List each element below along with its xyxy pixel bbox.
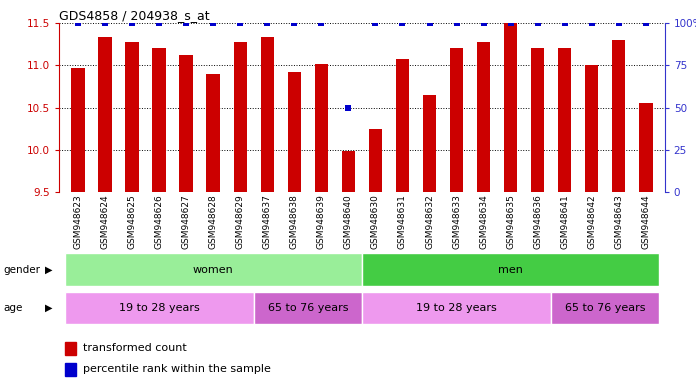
Point	[181, 20, 192, 26]
Point	[586, 20, 597, 26]
Point	[316, 20, 327, 26]
Bar	[125, 41, 139, 192]
Bar	[315, 64, 328, 192]
Text: 65 to 76 years: 65 to 76 years	[267, 303, 348, 313]
Text: GSM948630: GSM948630	[371, 195, 380, 250]
Bar	[558, 48, 571, 192]
Text: percentile rank within the sample: percentile rank within the sample	[84, 364, 271, 374]
Bar	[362, 292, 551, 324]
Bar	[287, 72, 301, 192]
Text: GSM948623: GSM948623	[74, 195, 83, 249]
Text: GSM948644: GSM948644	[641, 195, 650, 249]
Text: 19 to 28 years: 19 to 28 years	[416, 303, 497, 313]
Point	[532, 20, 543, 26]
Point	[207, 20, 219, 26]
Bar	[207, 74, 220, 192]
Text: GSM948638: GSM948638	[290, 195, 299, 250]
Point	[154, 20, 165, 26]
Text: GSM948641: GSM948641	[560, 195, 569, 249]
Text: GSM948634: GSM948634	[479, 195, 488, 249]
Bar	[98, 37, 112, 192]
Bar	[639, 103, 653, 192]
Text: 19 to 28 years: 19 to 28 years	[119, 303, 200, 313]
Text: GSM948639: GSM948639	[317, 195, 326, 250]
Bar	[450, 48, 464, 192]
Text: GDS4858 / 204938_s_at: GDS4858 / 204938_s_at	[59, 9, 209, 22]
Point	[262, 20, 273, 26]
Text: GSM948632: GSM948632	[425, 195, 434, 249]
Bar	[585, 65, 599, 192]
Bar	[504, 23, 517, 192]
Text: GSM948633: GSM948633	[452, 195, 461, 250]
Text: women: women	[193, 265, 234, 275]
Bar	[152, 48, 166, 192]
Point	[72, 20, 84, 26]
Text: GSM948625: GSM948625	[127, 195, 136, 249]
Bar	[477, 41, 490, 192]
Text: GSM948642: GSM948642	[587, 195, 596, 249]
Point	[640, 20, 651, 26]
Text: GSM948626: GSM948626	[155, 195, 164, 249]
Bar	[65, 342, 76, 355]
Point	[289, 20, 300, 26]
Text: GSM948635: GSM948635	[506, 195, 515, 250]
Text: GSM948637: GSM948637	[263, 195, 272, 250]
Bar	[65, 292, 254, 324]
Text: 65 to 76 years: 65 to 76 years	[565, 303, 645, 313]
Bar	[260, 37, 274, 192]
Text: ▶: ▶	[45, 303, 52, 313]
Point	[478, 20, 489, 26]
Bar	[254, 292, 362, 324]
Bar	[71, 68, 85, 192]
Bar	[362, 253, 659, 286]
Bar	[369, 129, 382, 192]
Point	[397, 20, 408, 26]
Bar	[422, 95, 436, 192]
Text: gender: gender	[3, 265, 40, 275]
Point	[127, 20, 138, 26]
Bar	[342, 151, 355, 192]
Point	[370, 20, 381, 26]
Text: transformed count: transformed count	[84, 343, 187, 353]
Bar	[180, 55, 193, 192]
Text: GSM948624: GSM948624	[101, 195, 109, 249]
Point	[235, 20, 246, 26]
Text: GSM948640: GSM948640	[344, 195, 353, 249]
Text: GSM948643: GSM948643	[615, 195, 623, 249]
Point	[613, 20, 624, 26]
Text: GSM948628: GSM948628	[209, 195, 218, 249]
Point	[451, 20, 462, 26]
Point	[100, 20, 111, 26]
Text: GSM948631: GSM948631	[398, 195, 407, 250]
Text: GSM948629: GSM948629	[236, 195, 245, 249]
Text: GSM948627: GSM948627	[182, 195, 191, 249]
Bar	[65, 362, 76, 376]
Text: ▶: ▶	[45, 265, 52, 275]
Bar	[396, 58, 409, 192]
Point	[505, 20, 516, 26]
Text: men: men	[498, 265, 523, 275]
Bar	[551, 292, 659, 324]
Text: GSM948636: GSM948636	[533, 195, 542, 250]
Bar	[65, 253, 362, 286]
Point	[343, 104, 354, 111]
Bar	[531, 48, 544, 192]
Text: age: age	[3, 303, 23, 313]
Bar	[612, 40, 626, 192]
Bar	[234, 41, 247, 192]
Point	[424, 20, 435, 26]
Point	[559, 20, 570, 26]
